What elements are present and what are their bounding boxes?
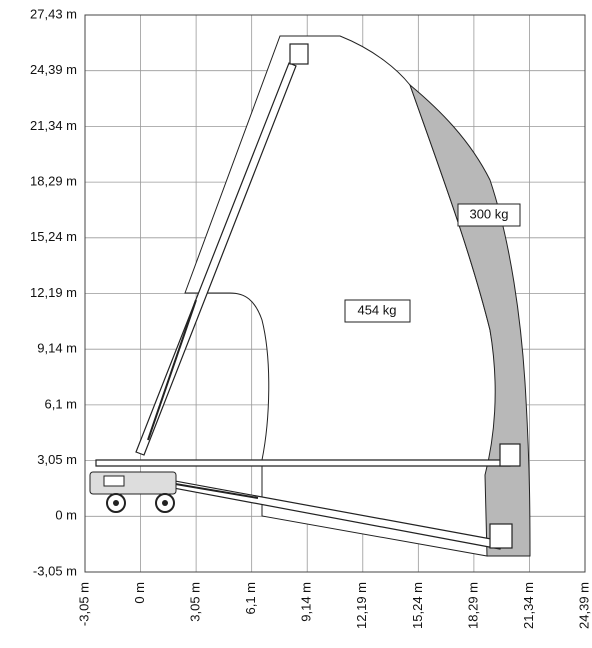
x-tick-label: 9,14 m xyxy=(299,582,314,622)
y-tick-label: 12,19 m xyxy=(30,285,77,300)
y-tick-label: 27,43 m xyxy=(30,6,77,21)
x-tick-label: 21,34 m xyxy=(521,582,536,629)
x-tick-label: 12,19 m xyxy=(354,582,369,629)
y-tick-label: 6,1 m xyxy=(44,396,77,411)
x-tick-label: -3,05 m xyxy=(76,582,91,626)
x-tick-label: 15,24 m xyxy=(410,582,425,629)
y-tick-label: -3,05 m xyxy=(33,563,77,578)
x-tick-label: 0 m xyxy=(132,582,147,604)
y-tick-label: 24,39 m xyxy=(30,62,77,77)
zone-label: 454 kg xyxy=(357,302,396,317)
y-tick-label: 3,05 m xyxy=(37,452,77,467)
y-tick-label: 21,34 m xyxy=(30,118,77,133)
envelope-454 xyxy=(185,36,496,556)
diagram: 454 kg 300 kg 27,43 m 24,39 m 21,34 m 18,29… xyxy=(0,0,592,648)
y-tick-label: 15,24 m xyxy=(30,229,77,244)
y-tick-label: 18,29 m xyxy=(30,174,77,189)
x-tick-label: 3,05 m xyxy=(188,582,203,622)
y-tick-label: 0 m xyxy=(55,508,77,523)
x-tick-label: 6,1 m xyxy=(243,582,258,615)
y-tick-label: 9,14 m xyxy=(37,341,77,356)
zone-label: 300 kg xyxy=(469,206,508,221)
x-tick-label: 24,39 m xyxy=(576,582,591,629)
x-tick-label: 18,29 m xyxy=(465,582,480,629)
